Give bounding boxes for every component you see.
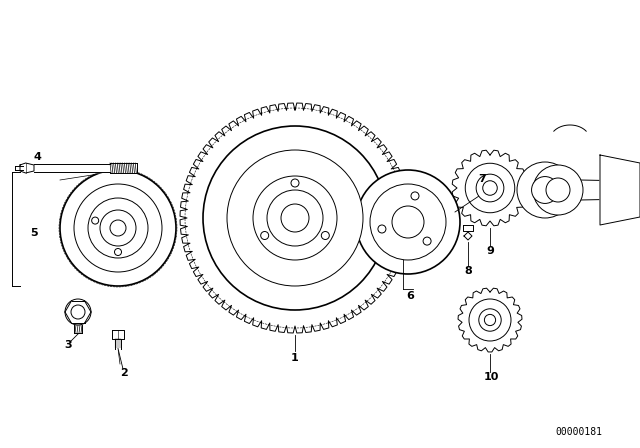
Text: 6: 6 bbox=[406, 291, 414, 301]
Circle shape bbox=[253, 176, 337, 260]
Circle shape bbox=[546, 178, 570, 202]
Circle shape bbox=[476, 174, 504, 202]
Circle shape bbox=[517, 162, 573, 218]
Circle shape bbox=[260, 232, 269, 240]
Circle shape bbox=[65, 299, 91, 325]
Circle shape bbox=[370, 184, 446, 260]
Circle shape bbox=[423, 237, 431, 245]
Circle shape bbox=[291, 179, 299, 187]
Text: 00000181: 00000181 bbox=[555, 427, 602, 437]
Circle shape bbox=[100, 210, 136, 246]
Polygon shape bbox=[458, 288, 522, 352]
Polygon shape bbox=[180, 103, 410, 333]
Circle shape bbox=[88, 198, 148, 258]
Circle shape bbox=[267, 190, 323, 246]
Circle shape bbox=[115, 249, 122, 255]
Polygon shape bbox=[112, 329, 124, 339]
Circle shape bbox=[74, 184, 162, 272]
Polygon shape bbox=[20, 163, 34, 173]
Circle shape bbox=[483, 181, 497, 195]
Circle shape bbox=[60, 170, 176, 286]
Circle shape bbox=[281, 204, 309, 232]
Circle shape bbox=[71, 305, 85, 319]
Circle shape bbox=[378, 225, 386, 233]
Circle shape bbox=[321, 232, 330, 240]
Text: 4: 4 bbox=[33, 152, 41, 162]
Circle shape bbox=[479, 309, 501, 331]
Text: 8: 8 bbox=[464, 266, 472, 276]
Circle shape bbox=[356, 170, 460, 274]
Text: 9: 9 bbox=[486, 246, 494, 256]
Text: 2: 2 bbox=[120, 368, 128, 378]
Circle shape bbox=[465, 163, 515, 213]
Polygon shape bbox=[34, 164, 110, 172]
Polygon shape bbox=[452, 150, 528, 226]
Circle shape bbox=[92, 217, 99, 224]
Polygon shape bbox=[110, 164, 137, 172]
Polygon shape bbox=[540, 179, 630, 201]
Circle shape bbox=[532, 177, 559, 203]
Circle shape bbox=[110, 220, 126, 236]
Polygon shape bbox=[115, 339, 121, 349]
Text: 1: 1 bbox=[291, 353, 299, 363]
Polygon shape bbox=[464, 232, 472, 240]
Circle shape bbox=[469, 299, 511, 341]
Circle shape bbox=[203, 126, 387, 310]
Circle shape bbox=[484, 314, 495, 326]
Text: 5: 5 bbox=[30, 228, 38, 238]
Circle shape bbox=[533, 165, 583, 215]
Circle shape bbox=[227, 150, 363, 286]
Text: 3: 3 bbox=[64, 340, 72, 350]
Circle shape bbox=[411, 192, 419, 200]
Text: 7: 7 bbox=[478, 174, 486, 184]
Polygon shape bbox=[600, 155, 640, 225]
Circle shape bbox=[392, 206, 424, 238]
Circle shape bbox=[187, 110, 403, 326]
Text: 10: 10 bbox=[484, 372, 499, 382]
Polygon shape bbox=[463, 225, 473, 231]
